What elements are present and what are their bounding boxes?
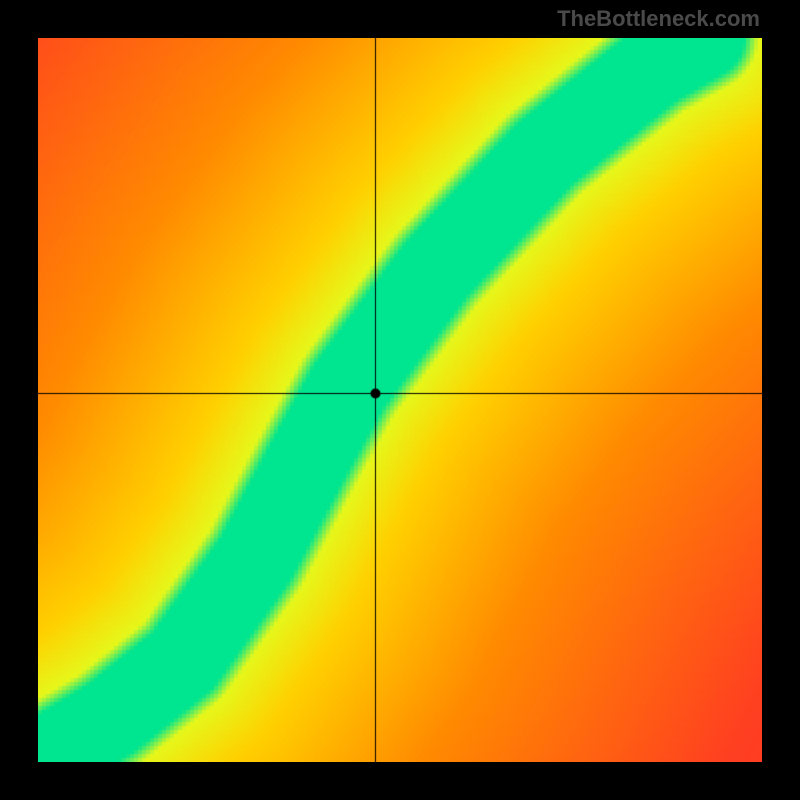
- bottleneck-heatmap: [38, 38, 762, 762]
- watermark-text: TheBottleneck.com: [557, 6, 760, 32]
